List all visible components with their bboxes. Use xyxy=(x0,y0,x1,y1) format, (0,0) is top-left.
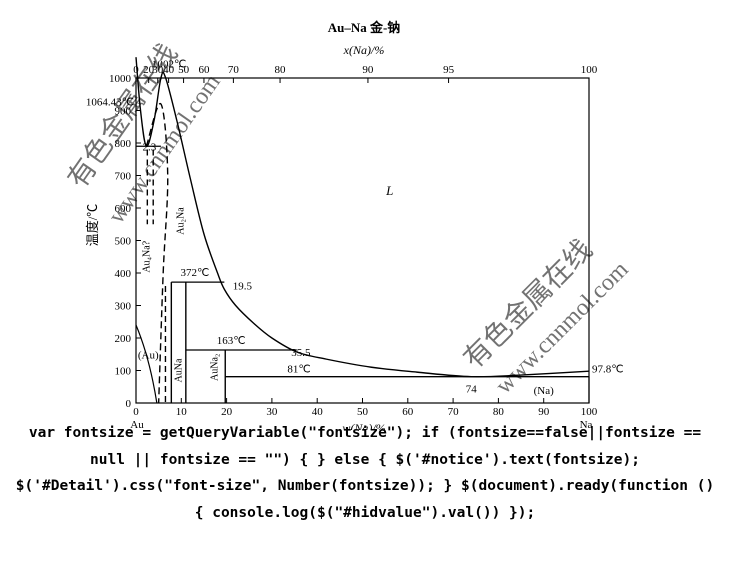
phase-diagram-chart: 有色金属在线 www.cnnmol.com 有色金属在线 www.cnnmol.… xyxy=(62,20,634,430)
y-tick-label: 100 xyxy=(115,366,132,378)
annotations: 1064.43℃ 1002℃ 2.3 L 372℃ 19.5 163℃ 35.5 81℃ 74 97… xyxy=(86,58,624,397)
y-tick-label: 0 xyxy=(126,398,132,410)
y-axis-label: 温度/℃ xyxy=(85,204,100,247)
annotation-label: 74 xyxy=(466,384,478,396)
bottom-tick-label: 40 xyxy=(312,406,324,418)
right-element-label: Na xyxy=(580,419,593,430)
top-tick-label: 30 xyxy=(152,64,164,76)
bottom-tick-label: 0 xyxy=(133,406,139,418)
chart-title: Au–Na 金-钠 xyxy=(328,20,401,35)
bottom-axis-label: w(Na)/% xyxy=(342,421,385,430)
top-axis-label: x(Na)/% xyxy=(343,43,385,57)
annotation-label: (Na) xyxy=(534,385,554,397)
annotation-label: 35.5 xyxy=(291,347,311,359)
annotation-label: 372℃ xyxy=(180,267,209,279)
annotation-label: 2.3 xyxy=(143,141,157,153)
bottom-tick-label: 10 xyxy=(176,406,188,418)
bottom-tick-label: 30 xyxy=(266,406,278,418)
bottom-tick-label: 20 xyxy=(221,406,233,418)
bottom-tick-label: 80 xyxy=(493,406,505,418)
bottom-tick-label: 60 xyxy=(402,406,414,418)
y-tick-label: 900 xyxy=(115,106,132,118)
code-snippet: var fontsize = getQueryVariable("fontsiz… xyxy=(15,425,715,521)
top-tick-label: 80 xyxy=(275,64,287,76)
annotation-label: (Au) xyxy=(138,349,159,361)
y-tick-label: 700 xyxy=(115,171,132,183)
y-tick-label: 200 xyxy=(115,333,132,345)
y-tick-label: 1000 xyxy=(109,73,132,85)
annotation-label: 81℃ xyxy=(287,364,310,376)
top-tick-label: 95 xyxy=(443,64,455,76)
annotation-label: 1064.43℃ xyxy=(86,97,134,109)
top-tick-label: 50 xyxy=(178,64,190,76)
annotation-label: AuNa xyxy=(173,358,184,382)
phase-boundary-1 xyxy=(135,57,590,378)
top-tick-label: 0 xyxy=(133,64,139,76)
top-tick-label: 90 xyxy=(362,64,374,76)
bottom-tick-label: 70 xyxy=(448,406,460,418)
y-tick-label: 800 xyxy=(115,138,132,150)
y-tick-label: 500 xyxy=(115,236,132,248)
top-tick-label: 70 xyxy=(228,64,240,76)
watermark-layer: 有色金属在线 www.cnnmol.com 有色金属在线 www.cnnmol.… xyxy=(62,38,634,399)
annotation-label: 163℃ xyxy=(217,335,246,347)
y-tick-label: 300 xyxy=(115,301,132,313)
top-tick-label: 40 xyxy=(163,64,175,76)
bottom-tick-label: 50 xyxy=(357,406,369,418)
top-tick-label: 60 xyxy=(198,64,210,76)
curves xyxy=(135,57,590,404)
bottom-tick-label: 90 xyxy=(538,406,550,418)
annotation-label: 19.5 xyxy=(233,280,253,292)
annotation-label: Au₂Na xyxy=(176,207,187,235)
annotation-label: 97.8℃ xyxy=(592,363,624,375)
annotation-label: AuNa₂ xyxy=(210,354,221,381)
left-element-label: Au xyxy=(130,419,144,430)
y-tick-label: 600 xyxy=(115,203,132,215)
phase-boundary-2 xyxy=(145,103,169,404)
top-tick-label: 100 xyxy=(581,64,598,76)
annotation-label: 1002℃ xyxy=(152,58,186,70)
annotation-label: L xyxy=(385,183,393,198)
au-solvus xyxy=(135,324,158,404)
top-tick-label: 20 xyxy=(143,64,155,76)
bottom-tick-label: 100 xyxy=(581,406,598,418)
annotation-label: Au₄Na? xyxy=(142,240,153,272)
y-tick-label: 400 xyxy=(115,268,132,280)
